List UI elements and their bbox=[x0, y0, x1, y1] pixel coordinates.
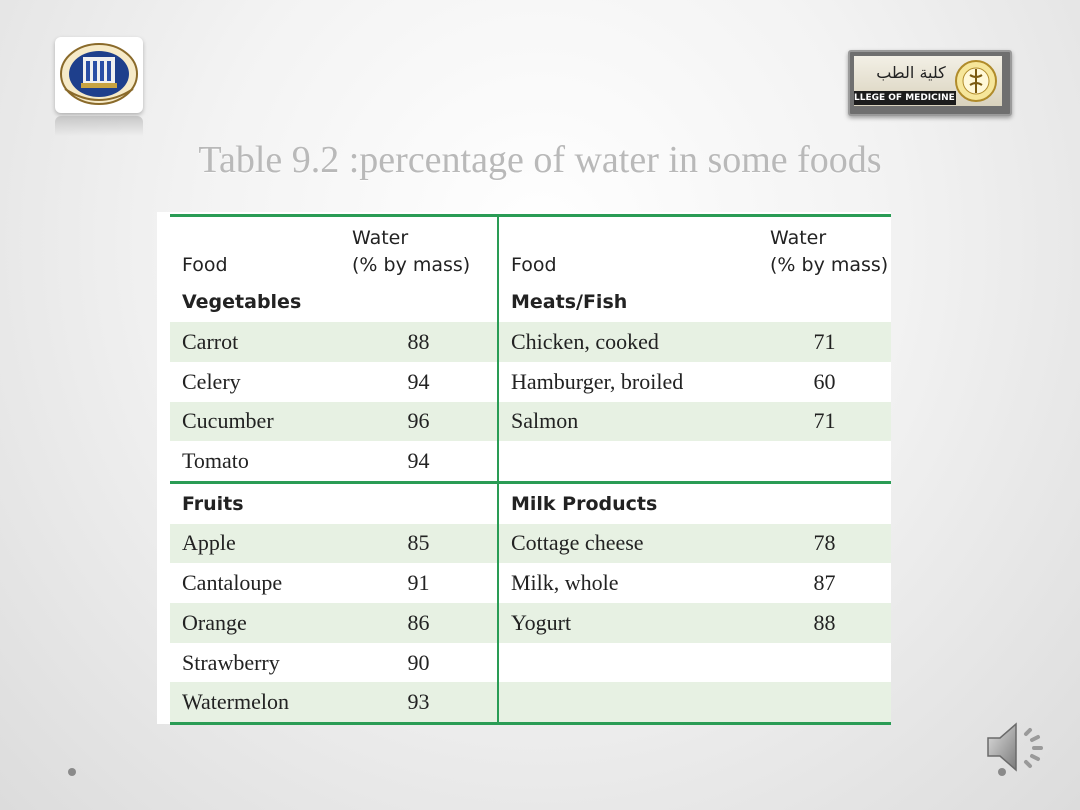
table-row: Cantaloupe 91 Milk, whole 87 bbox=[170, 563, 891, 603]
table-header-row: Food Water (% by mass) Food Water (% by … bbox=[170, 214, 891, 283]
right-water-cell bbox=[758, 643, 891, 683]
left-water-cell bbox=[340, 283, 498, 323]
table-section-row: Vegetables Meats/Fish bbox=[170, 282, 891, 323]
left-food-cell: Vegetables bbox=[182, 291, 302, 314]
left-water-cell: 90 bbox=[407, 649, 430, 675]
right-water-cell bbox=[758, 682, 891, 726]
table-row: Cucumber 96 Salmon 71 bbox=[170, 401, 891, 442]
header-water-left: Water (% by mass) bbox=[340, 214, 498, 283]
water-content-table: Food Water (% by mass) Food Water (% by … bbox=[170, 214, 891, 726]
header-food-right: Food bbox=[497, 214, 758, 283]
right-nav-dot bbox=[998, 768, 1006, 776]
table-row: Strawberry 90 bbox=[170, 642, 891, 683]
right-food-cell: Meats/Fish bbox=[497, 282, 758, 323]
left-food-cell: Orange bbox=[170, 603, 340, 643]
water-table-panel: Food Water (% by mass) Food Water (% by … bbox=[157, 212, 891, 726]
right-water-cell: 87 bbox=[813, 570, 836, 596]
header-water-label: Water bbox=[770, 226, 827, 249]
left-food-cell: Celery bbox=[182, 368, 241, 394]
right-water-cell bbox=[758, 441, 891, 482]
left-water-cell bbox=[340, 480, 498, 524]
table-row: Carrot 88 Chicken, cooked 71 bbox=[170, 322, 891, 362]
right-food-cell bbox=[497, 682, 758, 726]
right-food-cell: Yogurt bbox=[497, 603, 758, 643]
left-food-cell: Fruits bbox=[170, 480, 340, 524]
left-nav-dot bbox=[68, 768, 76, 776]
header-water-unit: (% by mass) bbox=[352, 253, 471, 276]
right-water-cell: 60 bbox=[813, 368, 836, 394]
right-food-cell: Milk, whole bbox=[497, 563, 758, 603]
table-section-row: Fruits Milk Products bbox=[170, 480, 891, 524]
table-row: Orange 86 Yogurt 88 bbox=[170, 603, 891, 643]
header-food-left: Food bbox=[170, 214, 340, 283]
left-food-cell: Tomato bbox=[182, 448, 249, 474]
right-water-cell: 71 bbox=[758, 322, 891, 362]
right-water-cell: 88 bbox=[758, 603, 891, 643]
left-water-cell: 91 bbox=[407, 570, 430, 596]
left-water-cell: 93 bbox=[340, 682, 498, 726]
right-food-cell bbox=[497, 642, 758, 683]
logo-college-text: LLEGE OF MEDICINE bbox=[854, 91, 956, 105]
left-food-cell: Apple bbox=[170, 523, 340, 564]
right-water-cell bbox=[758, 480, 891, 524]
left-food-cell: Cantaloupe bbox=[182, 570, 283, 596]
right-food-cell: Salmon bbox=[497, 401, 758, 442]
logo-arabic-text: كلية الطب bbox=[876, 63, 946, 82]
table-row: Tomato 94 bbox=[170, 441, 891, 483]
college-of-medicine-logo: كلية الطب LLEGE OF MEDICINE bbox=[848, 50, 1012, 116]
slide-title: Table 9.2 :percentage of water in some f… bbox=[198, 139, 882, 181]
right-water-cell: 71 bbox=[758, 401, 891, 442]
left-food-cell: Cucumber bbox=[170, 401, 340, 442]
right-food-cell: Cottage cheese bbox=[497, 523, 758, 564]
left-food-cell: Watermelon bbox=[170, 682, 340, 726]
right-water-cell: 78 bbox=[758, 523, 891, 564]
table-row: Celery 94 Hamburger, broiled 60 bbox=[170, 361, 891, 402]
right-water-cell bbox=[758, 283, 891, 323]
left-water-cell: 94 bbox=[407, 368, 430, 394]
right-food-cell: Chicken, cooked bbox=[497, 322, 758, 362]
left-water-cell: 86 bbox=[340, 603, 498, 643]
header-water-label: Water bbox=[352, 226, 409, 249]
left-water-cell: 85 bbox=[340, 523, 498, 564]
left-food-cell: Strawberry bbox=[182, 649, 280, 675]
right-food-cell: Milk Products bbox=[497, 480, 758, 524]
logo-reflection bbox=[55, 116, 143, 136]
table-row: Watermelon 93 bbox=[170, 682, 891, 726]
left-food-cell: Carrot bbox=[170, 322, 340, 362]
table-row: Apple 85 Cottage cheese 78 bbox=[170, 523, 891, 564]
right-food-cell: Hamburger, broiled bbox=[497, 361, 758, 402]
right-food-cell bbox=[497, 441, 758, 483]
left-water-cell: 96 bbox=[340, 401, 498, 442]
speaker-icon[interactable] bbox=[982, 712, 1052, 782]
header-water-unit: (% by mass) bbox=[770, 253, 889, 276]
left-water-cell: 88 bbox=[340, 322, 498, 362]
university-logo bbox=[55, 37, 143, 113]
medicine-emblem-icon bbox=[955, 60, 997, 102]
table-body: Vegetables Meats/Fish Carrot 88 Chicken, coo… bbox=[170, 282, 891, 726]
header-water-right: Water (% by mass) bbox=[758, 214, 891, 283]
left-water-cell: 94 bbox=[407, 448, 430, 474]
